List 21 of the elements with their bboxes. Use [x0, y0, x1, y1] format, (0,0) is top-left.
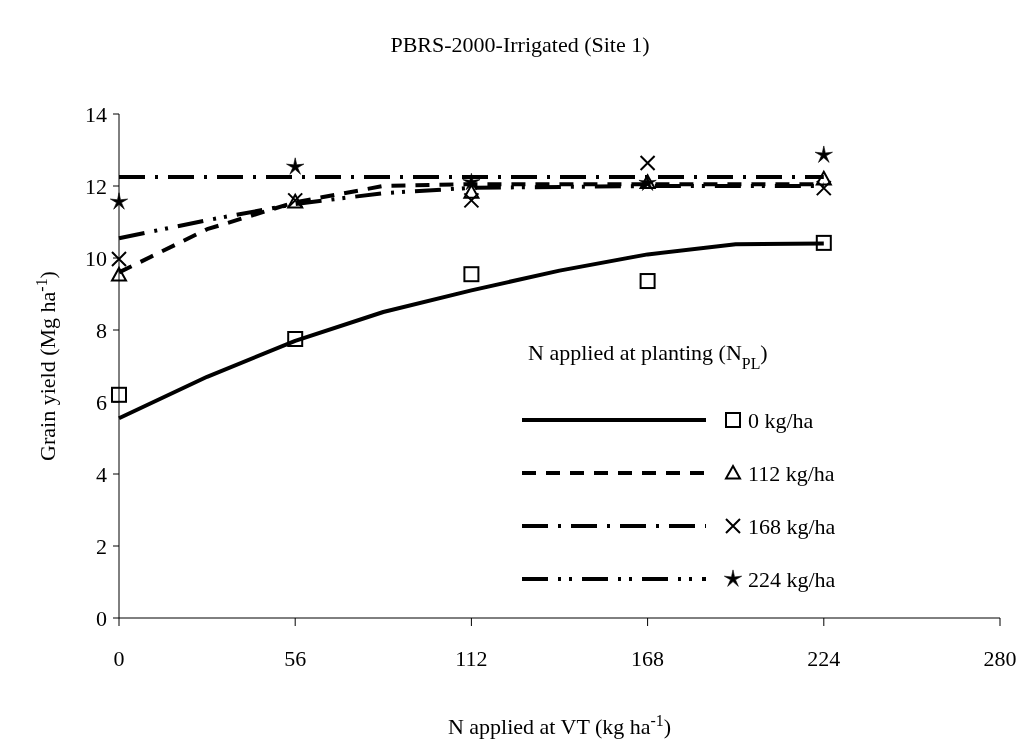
y-tick-label: 8: [96, 317, 107, 343]
legend-label: 0 kg/ha: [748, 407, 814, 433]
y-tick-label: 6: [96, 389, 107, 415]
y-tick-label: 14: [85, 101, 107, 127]
y-tick-label: 12: [85, 173, 107, 199]
x-axis-title: N applied at VT (kg ha$^{-1}$): [447, 711, 672, 739]
x-tick-label: 224: [807, 646, 841, 671]
legend-label: 224 kg/ha: [748, 566, 836, 592]
x-tick-label: 280: [983, 646, 1017, 671]
y-tick-label: 4: [96, 461, 107, 487]
y-tick-label: 2: [96, 533, 107, 559]
x-tick-label: 56: [284, 646, 307, 671]
legend-label: 168 kg/ha: [748, 513, 836, 539]
y-tick-label: 0: [96, 605, 107, 631]
y-tick-label: 10: [85, 245, 107, 271]
chart-title: PBRS-2000-Irrigated (Site 1): [390, 32, 650, 57]
legend-title: N applied at planting (N$_{PL}$): [528, 340, 768, 372]
x-tick-label: 168: [631, 646, 665, 671]
x-tick-label: 112: [455, 646, 488, 671]
x-tick-label: 0: [113, 646, 125, 671]
legend-label: 112 kg/ha: [748, 460, 835, 486]
